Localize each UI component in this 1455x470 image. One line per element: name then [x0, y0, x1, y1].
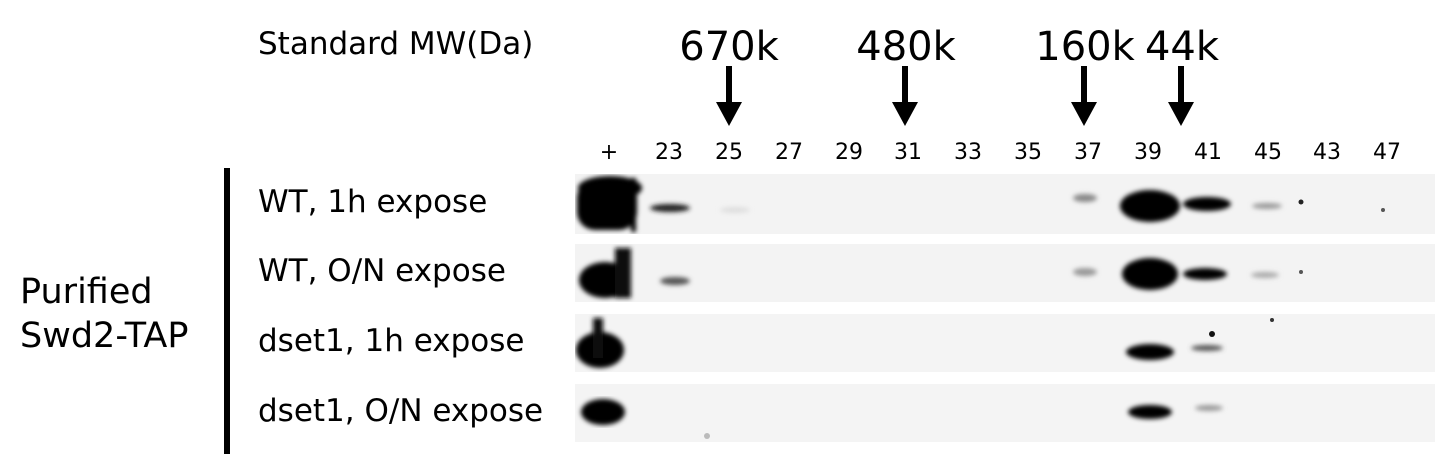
marker-160k-label: 160k — [1035, 24, 1135, 70]
sample-label: Purified Swd2-TAP — [20, 270, 188, 358]
lane-label: 45 — [1254, 140, 1282, 165]
lane-label: 43 — [1313, 140, 1341, 165]
lane-label: 27 — [775, 140, 803, 165]
lane-label: 39 — [1134, 140, 1162, 165]
lane-label: 25 — [715, 140, 743, 165]
marker-44k-label: 44k — [1144, 24, 1220, 70]
sample-label-line2: Swd2-TAP — [20, 316, 189, 356]
lane-label: 29 — [835, 140, 863, 165]
lane-label: 35 — [1014, 140, 1042, 165]
lane-label: 41 — [1194, 140, 1222, 165]
western-blot-strip-dset1-on — [575, 384, 1435, 442]
down-arrow-icon — [716, 66, 742, 126]
lane-label: 31 — [894, 140, 922, 165]
marker-480k-label: 480k — [856, 24, 956, 70]
standard-mw-label: Standard MW(Da) — [258, 26, 534, 62]
western-blot-strip-wt-1h — [575, 174, 1435, 234]
lane-label: 33 — [954, 140, 982, 165]
condition-label: WT, O/N expose — [258, 253, 506, 289]
down-arrow-icon — [1168, 66, 1194, 126]
lane-label: 47 — [1373, 140, 1401, 165]
lane-label: + — [599, 140, 619, 165]
down-arrow-icon — [892, 66, 918, 126]
condition-label: WT, 1h expose — [258, 184, 488, 220]
marker-670k-label: 670k — [679, 24, 779, 70]
down-arrow-icon — [1071, 66, 1097, 126]
western-blot-strip-wt-on — [575, 244, 1435, 302]
western-blot-strip-dset1-1h — [575, 314, 1435, 372]
condition-label: dset1, O/N expose — [258, 393, 544, 429]
sample-label-line1: Purified — [20, 272, 153, 312]
lane-label: 37 — [1074, 140, 1102, 165]
condition-label: dset1, 1h expose — [258, 323, 525, 359]
lane-label: 23 — [655, 140, 683, 165]
group-bracket-line — [224, 168, 230, 454]
